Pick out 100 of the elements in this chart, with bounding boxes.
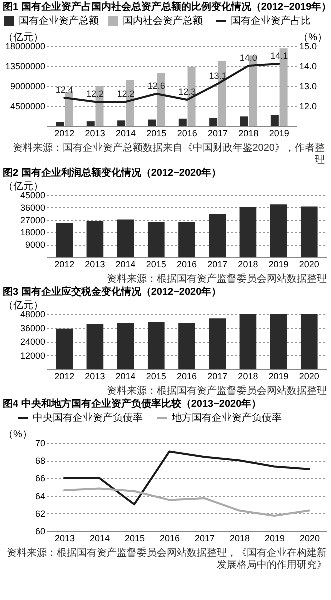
x-tick-label: 2017 bbox=[208, 260, 228, 270]
bar bbox=[148, 120, 156, 126]
x-tick-label: 2012 bbox=[54, 260, 75, 270]
chart-title: 图4 中央和地方国有企业资产负债率比较（2013~2020年） bbox=[3, 398, 262, 410]
legend-label: 国内社会资产总额 bbox=[123, 15, 203, 27]
y-tick-label: 45000 bbox=[20, 190, 46, 200]
x-tick-label: 2019 bbox=[268, 372, 289, 382]
y-tick-label: 24000 bbox=[20, 337, 46, 347]
x-tick-label: 2013 bbox=[85, 128, 106, 138]
bar bbox=[86, 324, 104, 369]
y-tick-label: 48000 bbox=[20, 310, 46, 320]
x-tick-label: 2018 bbox=[238, 260, 258, 270]
x-tick-label: 2019 bbox=[269, 128, 290, 138]
x-tick-label: 2015 bbox=[124, 534, 146, 544]
y-tick-label: 62 bbox=[35, 508, 46, 519]
y-tick-label: 66 bbox=[35, 474, 46, 484]
x-tick-label: 2019 bbox=[264, 534, 286, 544]
y-tick-label: 68 bbox=[35, 456, 46, 466]
bar bbox=[178, 323, 196, 369]
bar bbox=[209, 214, 226, 257]
line-series bbox=[64, 450, 310, 506]
x-tick-label: 2013 bbox=[54, 534, 76, 544]
text: 资料来源：根据国有资产监督委员会网站数据整理 bbox=[107, 273, 327, 285]
x-tick-label: 2016 bbox=[160, 534, 180, 544]
x-tick-label: 2012 bbox=[54, 372, 75, 382]
y-tick-label: 60 bbox=[35, 526, 46, 536]
text: 资料来源：国有企业资产总额数据来自《中国财政年鉴2020》，作者整理 bbox=[12, 142, 325, 166]
data-label: 13.1 bbox=[209, 71, 227, 81]
y-tick-label: 9000000 bbox=[10, 82, 46, 92]
x-tick-label: 2015 bbox=[146, 128, 167, 138]
y-axis-title: （%） bbox=[4, 430, 32, 440]
x-tick-label: 2014 bbox=[116, 260, 136, 270]
legend-label: 国有企业资产总额 bbox=[19, 15, 99, 27]
x-tick-label: 2013 bbox=[85, 372, 106, 382]
y-tick-label: 27000 bbox=[20, 215, 46, 226]
bar bbox=[240, 116, 248, 126]
bar bbox=[148, 222, 165, 257]
x-tick-label: 2013 bbox=[85, 260, 106, 270]
y-axis-title: （亿元） bbox=[4, 182, 44, 192]
x-tick-label: 2014 bbox=[90, 534, 110, 544]
bar bbox=[270, 204, 288, 257]
bar bbox=[117, 220, 134, 257]
x-tick-label: 2014 bbox=[116, 128, 136, 138]
y-tick-label: 36000 bbox=[20, 202, 46, 213]
x-tick-label: 2016 bbox=[177, 128, 198, 138]
x-tick-label: 2019 bbox=[268, 260, 289, 270]
y-tick-label: 4500000 bbox=[10, 102, 46, 112]
y-tick-label: 18000000 bbox=[5, 42, 46, 52]
data-label: 12.2 bbox=[86, 89, 104, 99]
y-axis-title: （亿元） bbox=[4, 300, 44, 312]
x-tick-label: 2020 bbox=[299, 260, 320, 270]
y-tick-label: 9000 bbox=[25, 240, 46, 250]
y2-axis-title: （%） bbox=[298, 32, 328, 44]
y-axis-title: （亿元） bbox=[4, 32, 44, 44]
data-label: 12.2 bbox=[117, 89, 135, 99]
chart-title: 图1 国有企业资产占国内社会总资产总额的比例变化情况（2012~2019年） bbox=[3, 1, 331, 13]
data-label: 14.0 bbox=[240, 53, 258, 63]
x-tick-label: 2017 bbox=[208, 128, 228, 138]
line-series bbox=[64, 488, 310, 518]
bar bbox=[270, 314, 288, 369]
x-tick-label: 2017 bbox=[208, 372, 228, 382]
chart-title: 图3 国有企业应交税金变化情况（2012~2020年） bbox=[3, 286, 222, 298]
bar bbox=[117, 323, 134, 369]
x-tick-label: 2018 bbox=[230, 534, 250, 544]
bar bbox=[240, 207, 257, 257]
y-tick-label: 36000 bbox=[20, 323, 46, 334]
chart-title: 图2 国有企业利润总额变化情况（2012~2020年） bbox=[3, 167, 222, 179]
bar bbox=[148, 322, 165, 369]
bar bbox=[178, 222, 196, 257]
data-label: 12.6 bbox=[148, 81, 166, 91]
bar bbox=[65, 92, 74, 126]
bar bbox=[270, 115, 279, 126]
bar bbox=[56, 122, 64, 126]
x-tick-label: 2016 bbox=[176, 372, 198, 382]
x-tick-label: 2018 bbox=[238, 372, 258, 382]
x-tick-label: 2016 bbox=[176, 260, 198, 270]
x-tick-label: 2012 bbox=[54, 128, 75, 138]
y-tick-label: 12000 bbox=[20, 350, 46, 361]
data-label: 14.1 bbox=[270, 51, 288, 61]
y-tick-label: 64 bbox=[35, 491, 46, 502]
bar bbox=[178, 118, 187, 126]
bar bbox=[86, 122, 95, 126]
y-tick-label: 13500000 bbox=[5, 62, 46, 72]
legend-label: 国有企业资产占比 bbox=[231, 15, 311, 27]
legend-label: 地方国有企业资产负债率 bbox=[171, 412, 282, 424]
bar bbox=[86, 221, 104, 257]
text: 资料来源：根据国有资产监督委员会网站数据整理，《国有企业在构建新发展格局中的作用研究》 bbox=[7, 547, 327, 571]
text: 资料来源：根据国有资产监督委员会网站数据整理 bbox=[107, 385, 327, 397]
y-tick-label: 18000 bbox=[20, 228, 46, 238]
bar bbox=[56, 328, 74, 369]
x-tick-label: 2020 bbox=[299, 372, 320, 382]
x-tick-label: 2020 bbox=[300, 534, 320, 544]
x-tick-label: 2015 bbox=[146, 372, 166, 382]
bar bbox=[118, 120, 126, 126]
bar bbox=[300, 314, 318, 369]
bar bbox=[209, 318, 226, 369]
bar bbox=[300, 206, 318, 257]
x-tick-label: 2018 bbox=[238, 128, 259, 138]
y2-tick-label: 15.0 bbox=[300, 42, 318, 52]
bar bbox=[240, 314, 257, 369]
